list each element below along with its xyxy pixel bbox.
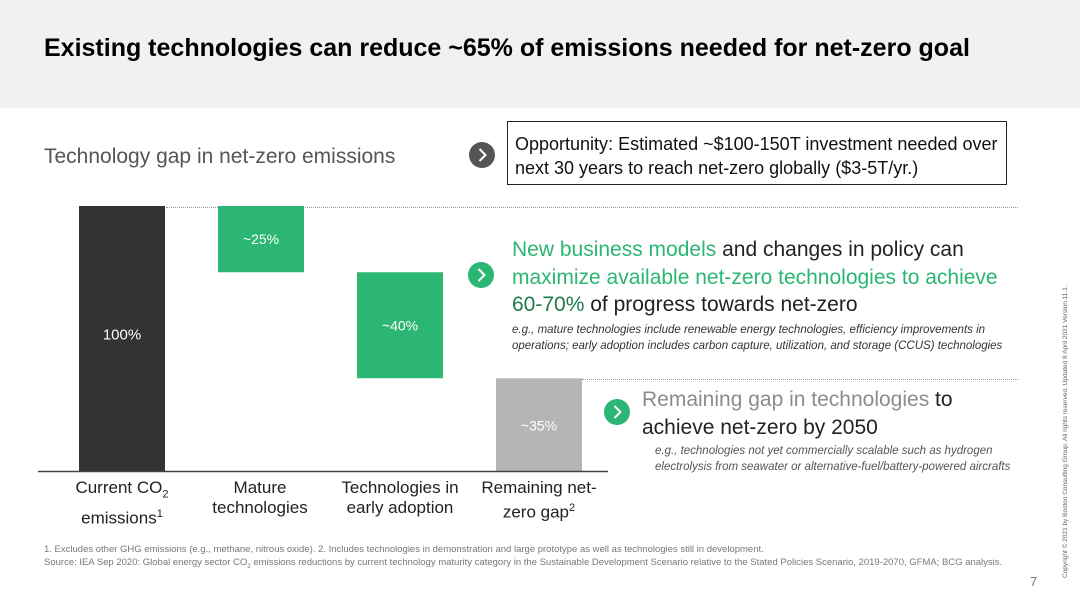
bar-label-1: ~25% xyxy=(243,231,279,247)
message1-percent: 60-70% xyxy=(512,293,585,316)
category-label-gap-text: Remaining net-zero gap xyxy=(481,478,597,522)
message-remaining-gap: Remaining gap in technologies to achieve… xyxy=(642,386,1022,441)
footnote-ref-2: 2 xyxy=(569,502,576,514)
chevron-right-icon xyxy=(468,262,494,288)
category-label-mature: Mature technologies xyxy=(212,478,308,517)
header-band: Existing technologies can reduce ~65% of… xyxy=(0,0,1080,108)
opportunity-amount: ~$100-150T xyxy=(703,134,801,154)
subscript-2: 2 xyxy=(162,488,169,501)
footnote-source-text-2: emissions reductions by current technolo… xyxy=(250,556,1003,568)
category-label-current: Current CO2 emissions1 xyxy=(60,478,184,529)
category-label-early: Technologies in early adoption xyxy=(341,478,459,517)
guide-line-mid xyxy=(582,379,1018,380)
page-title: Existing technologies can reduce ~65% of… xyxy=(44,34,970,62)
category-label-current-text-2: emissions xyxy=(81,509,157,529)
opportunity-label: Opportunity xyxy=(515,134,609,154)
message1-note: e.g., mature technologies include renewa… xyxy=(512,324,1003,352)
category-label-gap: Remaining net-zero gap2 xyxy=(480,478,598,523)
message1-plain-a: and changes in policy can xyxy=(716,238,964,261)
guide-line-top xyxy=(166,207,1018,208)
page-number: 7 xyxy=(1030,574,1038,589)
message2-grey: Remaining gap in technologies xyxy=(642,388,930,411)
category-label-current-text: Current CO xyxy=(75,478,163,497)
footnotes: 1. Excludes other GHG emissions (e.g., m… xyxy=(44,544,1034,573)
message1-green-a: New business models xyxy=(512,238,717,261)
opportunity-text: : Estimated xyxy=(608,134,704,154)
message1-green-b: maximize available net-zero technologies… xyxy=(512,265,998,289)
bar-label-0: 100% xyxy=(103,327,141,344)
opportunity-annual: ($3-5T/yr.) xyxy=(835,158,919,178)
message1-plain-b: of progress towards net-zero xyxy=(584,293,858,316)
bar-label-3: ~35% xyxy=(521,417,557,433)
bar-label-2: ~40% xyxy=(382,317,418,333)
chevron-right-icon xyxy=(469,142,495,168)
bar-1 xyxy=(218,206,304,273)
copyright-notice: Copyright © 2021 by Boston Consulting Gr… xyxy=(1062,285,1069,578)
bar-2 xyxy=(357,272,443,379)
subscript-2: 2 xyxy=(247,562,251,570)
footnote-source: Source: IEA Sep 2020: Global energy sect… xyxy=(44,557,1034,573)
footnote-line-1: 1. Excludes other GHG emissions (e.g., m… xyxy=(44,544,764,555)
chevron-right-icon xyxy=(604,399,630,425)
chart-subtitle: Technology gap in net-zero emissions xyxy=(44,145,396,168)
footnote-ref-1: 1 xyxy=(156,508,163,521)
opportunity-box: Opportunity: Estimated ~$100-150T invest… xyxy=(507,121,1007,185)
opportunity-text-2: investment needed over next 30 years to … xyxy=(515,134,998,178)
bar-0 xyxy=(79,206,165,471)
message2-plain: to achieve net-zero by 2050 xyxy=(642,388,953,439)
bar-3 xyxy=(496,378,582,471)
message2-note: e.g., technologies not yet commercially … xyxy=(655,445,1011,473)
footnote-source-text: Source: IEA Sep 2020: Global energy sect… xyxy=(44,556,248,568)
message-business-models: New business models and changes in polic… xyxy=(512,236,1012,319)
